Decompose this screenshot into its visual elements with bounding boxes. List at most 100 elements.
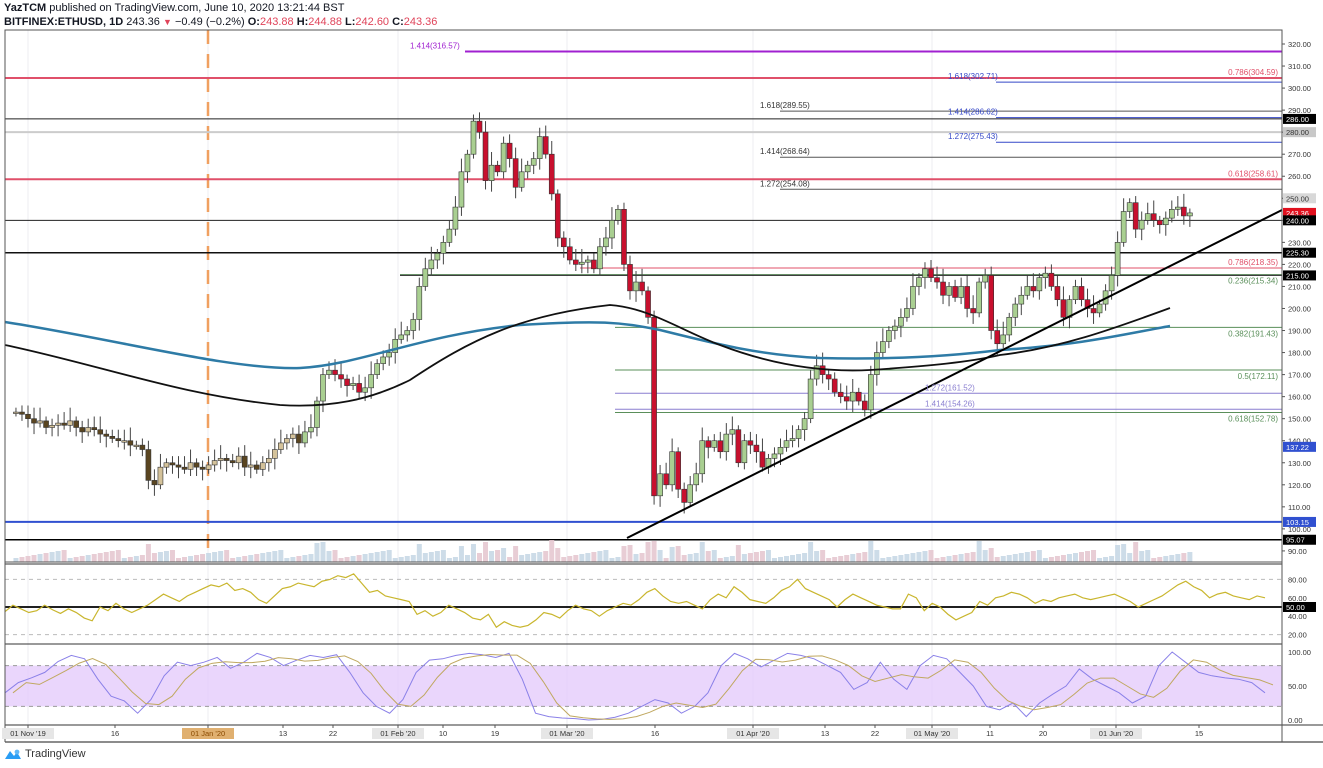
svg-text:225.30: 225.30 [1286,249,1309,258]
svg-text:243.36: 243.36 [1286,209,1309,218]
svg-text:50.00: 50.00 [1286,603,1305,612]
svg-text:01 May '20: 01 May '20 [914,729,950,738]
svg-text:90.00: 90.00 [1288,547,1307,556]
svg-text:60.00: 60.00 [1288,594,1307,603]
svg-text:290.00: 290.00 [1288,106,1311,115]
svg-text:1.272(254.08): 1.272(254.08) [760,179,810,188]
svg-text:0.236(215.34): 0.236(215.34) [1228,277,1278,286]
svg-text:0.786(218.35): 0.786(218.35) [1228,258,1278,267]
svg-text:20.00: 20.00 [1288,631,1307,640]
svg-text:22: 22 [871,729,879,738]
svg-text:300.00: 300.00 [1288,84,1311,93]
svg-text:0.618(258.61): 0.618(258.61) [1228,169,1278,178]
rsi-pane [4,573,1282,636]
trendlines [626,209,1283,539]
svg-text:01 Jun '20: 01 Jun '20 [1099,729,1133,738]
svg-text:1.618(289.55): 1.618(289.55) [760,101,810,110]
svg-text:215.00: 215.00 [1286,271,1309,280]
time-axis[interactable]: 01 Nov '19 16 01 Jan '20 13 22 01 Feb '20 10 19… [2,725,1203,739]
svg-text:40.00: 40.00 [1288,612,1307,621]
svg-text:0.5(172.11): 0.5(172.11) [1238,372,1279,381]
svg-text:16: 16 [651,729,659,738]
svg-text:137.22: 137.22 [1286,443,1309,452]
svg-text:01 Nov '19: 01 Nov '19 [10,729,46,738]
svg-text:170.00: 170.00 [1288,371,1311,380]
svg-text:01 Jan '20: 01 Jan '20 [191,729,225,738]
svg-text:200.00: 200.00 [1288,304,1311,313]
svg-text:280.00: 280.00 [1286,128,1309,137]
svg-text:0.618(152.78): 0.618(152.78) [1228,415,1278,424]
svg-text:13: 13 [279,729,287,738]
tradingview-cloud-icon [5,749,21,759]
svg-text:220.00: 220.00 [1288,260,1311,269]
svg-text:0.786(304.59): 0.786(304.59) [1228,68,1278,77]
svg-text:180.00: 180.00 [1288,349,1311,358]
svg-text:0.00: 0.00 [1288,716,1303,725]
svg-text:103.15: 103.15 [1286,518,1309,527]
tradingview-logo[interactable]: TradingView [4,748,86,760]
publish-info: YazTCM published on TradingView.com, Jun… [4,2,344,14]
svg-text:110.00: 110.00 [1288,503,1310,512]
author-name: YazTCM [4,2,47,14]
published-text: published on TradingView.com, June 10, 2… [49,2,345,14]
close-value: 243.36 [403,16,438,28]
svg-text:140.00: 140.00 [1288,437,1311,446]
pane-frames [4,29,1323,743]
fib-labels: 1.414(316.57) 0.786(304.59) 1.618(302.71) 1… [410,42,1278,424]
svg-text:1.272(275.43): 1.272(275.43) [948,132,998,141]
volume-bars [13,540,1193,562]
svg-text:15: 15 [1195,729,1203,738]
svg-text:16: 16 [111,729,119,738]
close-label: C: [392,16,404,28]
svg-text:95.07: 95.07 [1286,536,1305,545]
price-candles [13,112,1193,514]
svg-text:1.414(286.62): 1.414(286.62) [948,108,998,117]
svg-text:130.00: 130.00 [1288,459,1311,468]
svg-text:240.00: 240.00 [1286,216,1309,225]
symbol-legend: BITFINEX:ETHUSD, 1D 243.36 ▼ −0.49 (−0.2… [4,16,437,28]
svg-text:260.00: 260.00 [1288,172,1311,181]
svg-text:1.272(161.52): 1.272(161.52) [925,383,975,392]
svg-text:120.00: 120.00 [1288,481,1311,490]
svg-text:1.618(302.71): 1.618(302.71) [948,72,998,81]
svg-text:20: 20 [1039,729,1047,738]
price-change: −0.49 (−0.2%) [174,16,245,28]
svg-text:100.00: 100.00 [1288,648,1311,657]
svg-text:190.00: 190.00 [1288,327,1311,336]
open-value: 243.88 [259,16,294,28]
open-label: O: [247,16,260,28]
svg-text:210.00: 210.00 [1288,282,1311,291]
svg-text:1.414(268.64): 1.414(268.64) [760,147,810,156]
svg-text:160.00: 160.00 [1288,393,1311,402]
brand-text: TradingView [25,748,86,760]
stoch-rsi-pane [4,651,1282,721]
svg-text:10: 10 [439,729,447,738]
svg-text:230.00: 230.00 [1288,238,1311,247]
svg-text:270.00: 270.00 [1288,150,1311,159]
svg-text:150.00: 150.00 [1288,415,1311,424]
svg-text:11: 11 [986,729,994,738]
svg-text:310.00: 310.00 [1288,62,1311,71]
svg-text:80.00: 80.00 [1288,575,1307,584]
svg-text:0.382(191.43): 0.382(191.43) [1228,329,1278,338]
svg-text:320.00: 320.00 [1288,40,1311,49]
last-price: 243.36 [126,16,160,28]
moving-averages [4,304,1171,407]
symbol-title[interactable]: BITFINEX:ETHUSD, 1D [4,16,124,28]
svg-text:250.00: 250.00 [1286,194,1309,203]
down-arrow-icon: ▼ [162,17,172,27]
price-axis[interactable]: 320.00 310.00 300.00 290.00 280.00 270.00 260.… [1282,40,1316,725]
svg-text:1.414(316.57): 1.414(316.57) [410,42,460,51]
svg-text:22: 22 [329,729,337,738]
svg-text:13: 13 [821,729,829,738]
svg-text:01 Mar '20: 01 Mar '20 [549,729,584,738]
high-value: 244.88 [308,16,342,28]
svg-text:19: 19 [491,729,499,738]
svg-text:50.00: 50.00 [1288,682,1307,691]
low-label: L: [345,16,356,28]
svg-text:01 Feb '20: 01 Feb '20 [380,729,415,738]
svg-text:01 Apr '20: 01 Apr '20 [736,729,770,738]
svg-text:100.00: 100.00 [1288,525,1311,534]
svg-text:1.414(154.26): 1.414(154.26) [925,399,975,408]
